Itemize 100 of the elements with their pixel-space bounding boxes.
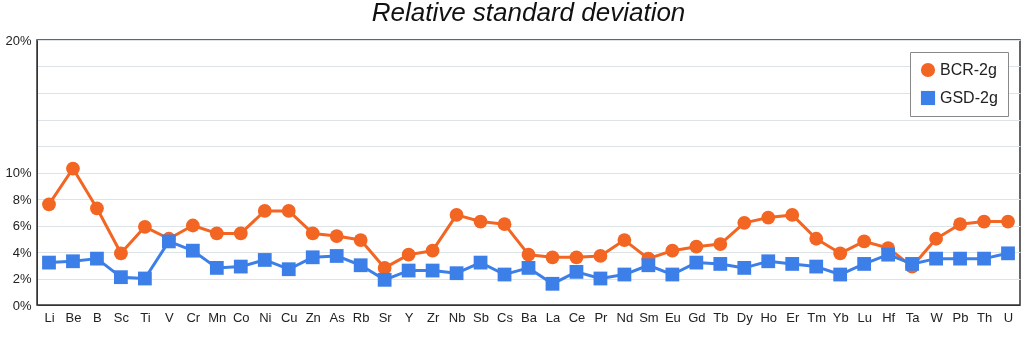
x-tick-label: Ta xyxy=(905,309,921,325)
x-tick-label: Mn xyxy=(208,309,227,325)
x-tick-label: Y xyxy=(404,309,414,325)
point xyxy=(953,251,967,266)
point xyxy=(881,247,896,262)
point xyxy=(1001,246,1015,261)
point xyxy=(521,247,536,262)
x-tick-label: Sm xyxy=(639,309,659,325)
point xyxy=(449,208,464,222)
point xyxy=(42,255,56,270)
x-tick-label: Co xyxy=(232,309,250,325)
point xyxy=(449,266,464,281)
x-tick-label: Ti xyxy=(140,309,151,325)
x-tick-label: Zn xyxy=(305,309,321,325)
point xyxy=(833,246,848,261)
x-tick-label: Nb xyxy=(448,309,466,325)
point xyxy=(809,231,824,246)
x-tick-label: Cu xyxy=(280,309,298,325)
x-tick-label: W xyxy=(930,309,944,325)
x-tick-label: Sb xyxy=(473,309,489,325)
point xyxy=(114,270,128,285)
point xyxy=(665,267,680,282)
x-tick-label: Tb xyxy=(713,309,729,325)
y-tick-label: 6% xyxy=(12,218,32,233)
point xyxy=(305,226,320,241)
x-tick-label: Dy xyxy=(736,309,754,325)
point xyxy=(185,243,200,258)
point xyxy=(785,257,800,271)
point xyxy=(737,215,752,230)
point xyxy=(42,197,56,212)
point xyxy=(138,219,152,234)
point xyxy=(665,243,680,258)
point xyxy=(761,254,776,269)
point xyxy=(233,259,248,274)
x-tick-label: V xyxy=(165,309,175,325)
x-tick-label: Ho xyxy=(760,309,778,325)
point xyxy=(305,250,320,265)
x-tick-label: Eu xyxy=(664,309,681,325)
point xyxy=(521,261,536,275)
y-tick-label: 0% xyxy=(12,297,32,313)
point xyxy=(90,251,104,266)
x-tick-label: Ni xyxy=(259,309,272,325)
point xyxy=(377,261,392,275)
x-tick-label: B xyxy=(93,309,102,325)
point xyxy=(90,201,104,216)
x-tick-label: Pb xyxy=(952,309,969,325)
point xyxy=(353,233,368,247)
x-tick-label: Zr xyxy=(426,309,440,325)
x-tick-label: Be xyxy=(65,309,82,325)
point xyxy=(401,247,416,262)
point xyxy=(929,231,943,246)
point xyxy=(785,208,800,222)
y-tick-label: 20% xyxy=(5,32,32,48)
point xyxy=(281,204,296,218)
x-tick-label: Tm xyxy=(807,309,827,325)
point xyxy=(66,254,80,269)
point xyxy=(401,263,416,278)
point xyxy=(209,226,224,241)
point xyxy=(473,214,488,229)
point xyxy=(809,259,824,274)
x-tick-label: Ce xyxy=(568,309,586,325)
y-tick-label: 10% xyxy=(5,165,32,180)
legend-label: BCR-2g xyxy=(940,61,997,78)
point xyxy=(66,161,80,176)
point xyxy=(257,253,272,267)
point xyxy=(833,267,848,282)
point xyxy=(713,237,728,251)
x-tick-label: Hf xyxy=(882,309,896,325)
point xyxy=(257,204,272,218)
point xyxy=(617,233,632,247)
x-tick-label: Gd xyxy=(688,309,706,325)
point xyxy=(977,214,991,229)
point xyxy=(737,261,752,275)
y-tick-label: 4% xyxy=(12,244,32,260)
point xyxy=(138,271,152,286)
point xyxy=(569,250,584,265)
x-tick-label: Ba xyxy=(521,309,538,325)
x-tick-label: Lu xyxy=(857,309,872,325)
point xyxy=(713,257,728,271)
point xyxy=(1001,214,1015,229)
x-tick-label: Nd xyxy=(616,309,634,325)
point xyxy=(977,251,991,266)
x-tick-label: Rb xyxy=(352,309,370,325)
point xyxy=(545,276,560,291)
point xyxy=(377,272,392,287)
x-tick-label: Er xyxy=(786,309,800,325)
point xyxy=(185,218,200,233)
x-tick-label: As xyxy=(329,309,346,325)
x-tick-label: Cs xyxy=(497,309,514,325)
y-tick-label: 8% xyxy=(12,191,32,207)
point xyxy=(857,257,872,271)
point xyxy=(329,249,344,263)
legend-label: GSD-2g xyxy=(940,89,998,106)
x-tick-label: Pr xyxy=(594,309,609,325)
point xyxy=(545,250,560,265)
point xyxy=(329,229,344,243)
point xyxy=(233,226,248,241)
point xyxy=(114,246,128,261)
point xyxy=(425,243,440,258)
x-tick-label: Yb xyxy=(832,309,849,325)
